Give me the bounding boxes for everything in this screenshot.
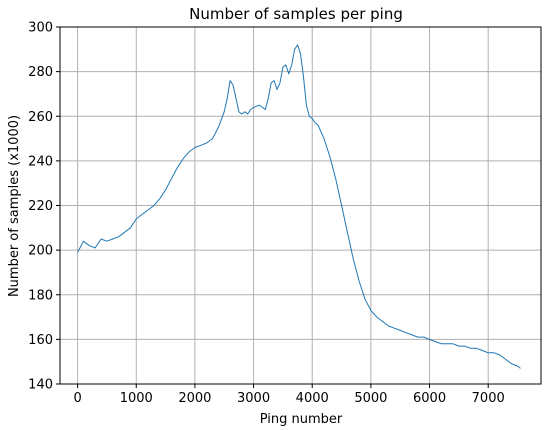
series-line xyxy=(77,44,521,369)
x-tick-label: 6000 xyxy=(413,391,446,406)
y-tick-label: 280 xyxy=(28,65,53,80)
y-tick-label: 220 xyxy=(28,199,53,214)
x-tick-label: 0 xyxy=(73,391,81,406)
x-tick-label: 4000 xyxy=(296,391,329,406)
y-axis-label: Number of samples (x1000) xyxy=(7,115,22,297)
y-tick-label: 300 xyxy=(28,21,53,36)
x-tick-label: 2000 xyxy=(178,391,211,406)
x-tick-label: 3000 xyxy=(237,391,270,406)
x-axis-label: Ping number xyxy=(260,412,343,427)
chart-title: Number of samples per ping xyxy=(189,5,403,23)
x-tick-label: 7000 xyxy=(472,391,505,406)
axis-ticks: 0 1000 2000 3000 4000 5000 6000 7000 140 160 180 20… xyxy=(28,21,505,407)
y-tick-label: 180 xyxy=(28,288,53,303)
y-tick-label: 160 xyxy=(28,333,53,348)
x-tick-label: 1000 xyxy=(120,391,153,406)
y-tick-label: 140 xyxy=(28,378,53,393)
y-tick-label: 240 xyxy=(28,154,53,169)
x-tick-label: 5000 xyxy=(354,391,387,406)
y-tick-label: 200 xyxy=(28,244,53,259)
y-tick-label: 260 xyxy=(28,110,53,125)
